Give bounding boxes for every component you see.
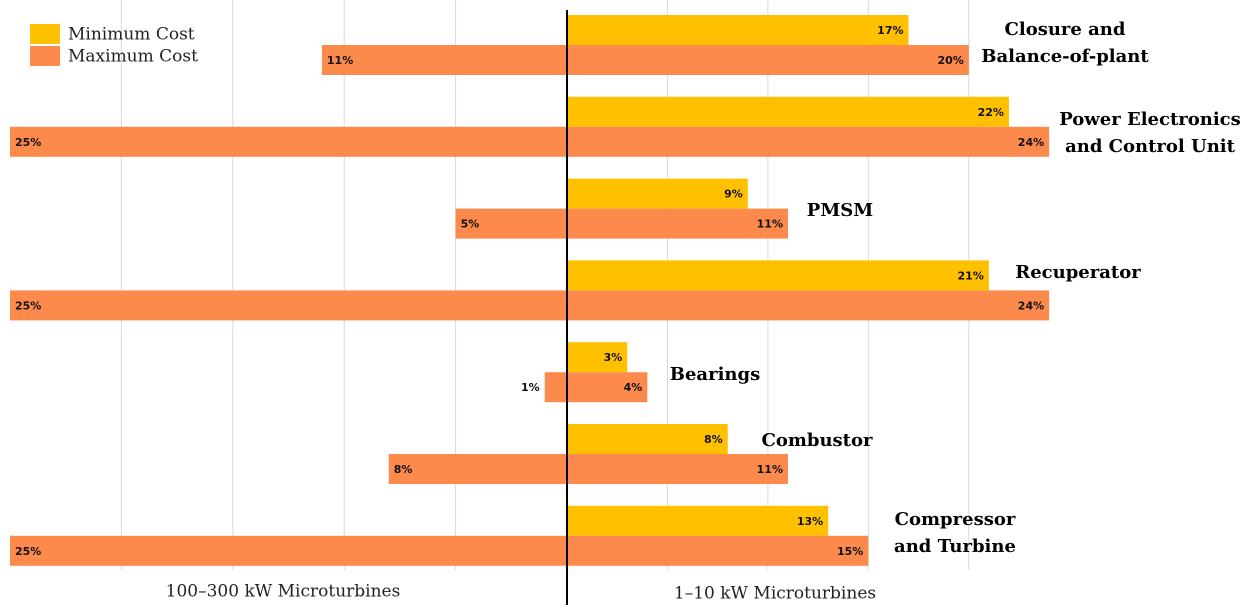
value-label: 24% [1018,299,1044,312]
value-label: 22% [978,106,1004,119]
bar [10,126,567,157]
bar [567,208,788,239]
bar [567,290,1050,321]
bar [567,96,1009,127]
value-label: 9% [724,188,743,201]
left-axis-label: 100–300 kW Microturbines [166,582,401,602]
value-label: 8% [394,463,413,476]
value-label: 24% [1018,136,1044,149]
bar [567,126,1050,157]
value-label: 1% [521,381,540,394]
value-label: 4% [624,381,643,394]
bar [10,290,567,321]
bar [567,178,748,209]
bar [567,505,829,536]
category-label: PMSM [807,200,873,221]
value-label: 25% [15,299,41,312]
category-label: Bearings [670,364,760,385]
value-label: 25% [15,545,41,558]
bar [567,372,648,403]
category-label: Recuperator [1015,262,1141,283]
value-label: 11% [757,218,783,231]
legend-label: Maximum Cost [68,47,198,67]
value-label: 21% [958,269,984,282]
bar [567,45,969,75]
bar [567,424,728,454]
bar [567,535,869,566]
value-label: 11% [757,463,783,476]
value-label: 13% [797,515,823,528]
bar [567,15,909,45]
category-label: Combustor [762,430,874,451]
right-axis-label: 1–10 kW Microturbines [674,584,876,604]
bar [567,260,989,291]
bar [567,342,628,373]
category-label: Compressor and Turbine [894,509,1016,557]
bar [10,535,567,566]
bar [544,372,567,403]
value-label: 15% [837,545,863,558]
value-label: 8% [704,433,723,446]
value-label: 17% [877,24,903,37]
legend-swatch [30,46,60,66]
legend-label: Minimum Cost [68,25,195,45]
value-label: 11% [327,54,353,67]
category-label: Power Electronics and Control Unit [1059,109,1241,157]
legend-swatch [30,24,60,44]
value-label: 5% [461,218,480,231]
bar [455,208,567,239]
value-label: 25% [15,136,41,149]
bar [321,45,567,75]
value-label: 20% [937,54,963,67]
category-label: Closure and Balance-of-plant [981,19,1149,67]
bar [567,454,788,484]
value-label: 3% [604,351,623,364]
bar [388,454,567,484]
